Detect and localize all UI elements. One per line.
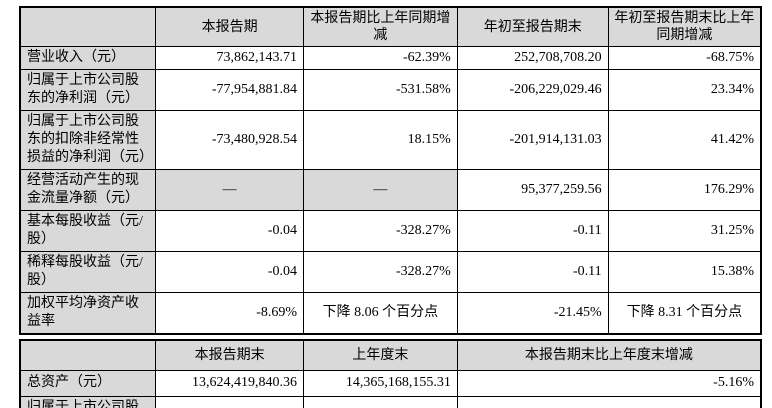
value-cell: -68.75% [607,46,762,70]
row-label: 稀释每股收益（元/股） [19,251,157,293]
value-cell: -0.04 [155,251,305,293]
row-label: 归属于上市公司股东的扣除非经常性损益的净利润（元） [19,110,157,170]
table-header-row: 本报告期末 上年度末 本报告期末比上年度末增减 [19,339,762,371]
value-cell: -19.37% [456,395,762,408]
value-cell: 31.25% [607,210,762,252]
column-header-period-end-change: 本报告期末比上年度末增减 [456,339,762,371]
column-header-ytd: 年初至报告期末 [456,6,609,47]
table-row-weighted-avg-roe: 加权平均净资产收益率 -8.69% 下降 8.06 个百分点 -21.45% 下… [19,292,762,335]
value-cell: -328.27% [303,210,458,252]
value-cell: -531.58% [303,69,458,111]
value-cell: 23.34% [607,69,762,111]
column-header-current-period-change: 本报告期比上年同期增减 [303,6,458,47]
table-row-total-assets: 总资产（元） 13,624,419,840.36 14,365,168,155.… [19,369,762,397]
row-label: 经营活动产生的现金流量净额（元） [19,169,157,211]
value-cell: -201,914,131.03 [456,110,609,170]
table-row-net-profit: 归属于上市公司股东的净利润（元） -77,954,881.84 -531.58%… [19,69,762,111]
row-label: 基本每股收益（元/股） [19,210,157,252]
value-cell: 176.29% [607,169,762,211]
value-cell: 15.38% [607,251,762,293]
table-row-basic-eps: 基本每股收益（元/股） -0.04 -328.27% -0.11 31.25% [19,210,762,252]
balance-items-table: 本报告期末 上年度末 本报告期末比上年度末增减 总资产（元） 13,624,41… [19,339,762,408]
row-label: 总资产（元） [19,369,157,397]
value-cell: 下降 8.31 个百分点 [607,292,762,335]
value-cell: -77,954,881.84 [155,69,305,111]
table-row-shareholders-equity: 归属于上市公司股东的所有者权益（元） 858,344,771.95 1,064,… [19,395,762,408]
header-empty [19,6,157,47]
value-cell: -0.11 [456,210,609,252]
value-cell: -21.45% [456,292,609,335]
table-row-operating-cash-flow: 经营活动产生的现金流量净额（元） — — 95,377,259.56 176.2… [19,169,762,211]
value-cell: -5.16% [456,369,762,397]
value-cell: 13,624,419,840.36 [155,369,305,397]
value-cell: 18.15% [303,110,458,170]
value-cell: -0.04 [155,210,305,252]
table-row-net-profit-excl-nonrecurring: 归属于上市公司股东的扣除非经常性损益的净利润（元） -73,480,928.54… [19,110,762,170]
row-label: 营业收入（元） [19,46,157,70]
table-header-row: 本报告期 本报告期比上年同期增减 年初至报告期末 年初至报告期末比上年同期增减 [19,6,762,47]
value-cell: 1,064,573,801.41 [303,395,458,408]
column-header-current-period: 本报告期 [155,6,305,47]
column-header-prior-year-end: 上年度末 [303,339,458,371]
value-cell: 95,377,259.56 [456,169,609,211]
value-cell: -8.69% [155,292,305,335]
value-cell: -62.39% [303,46,458,70]
column-header-period-end: 本报告期末 [155,339,305,371]
value-cell: 41.42% [607,110,762,170]
value-cell: -206,229,029.46 [456,69,609,111]
value-cell: -328.27% [303,251,458,293]
column-header-ytd-change: 年初至报告期末比上年同期增减 [607,6,762,47]
value-cell-na: — [155,169,305,211]
value-cell: 14,365,168,155.31 [303,369,458,397]
value-cell: -0.11 [456,251,609,293]
row-label: 归属于上市公司股东的净利润（元） [19,69,157,111]
value-cell: 858,344,771.95 [155,395,305,408]
header-empty [19,339,157,371]
value-cell: 252,708,708.20 [456,46,609,70]
value-cell: -73,480,928.54 [155,110,305,170]
value-cell: 下降 8.06 个百分点 [303,292,458,335]
value-cell: 73,862,143.71 [155,46,305,70]
table-row-revenue: 营业收入（元） 73,862,143.71 -62.39% 252,708,70… [19,46,762,70]
value-cell-na: — [303,169,458,211]
table-row-diluted-eps: 稀释每股收益（元/股） -0.04 -328.27% -0.11 15.38% [19,251,762,293]
row-label: 归属于上市公司股东的所有者权益（元） [19,395,157,408]
row-label: 加权平均净资产收益率 [19,292,157,335]
key-financials-table: 本报告期 本报告期比上年同期增减 年初至报告期末 年初至报告期末比上年同期增减 … [19,6,762,335]
